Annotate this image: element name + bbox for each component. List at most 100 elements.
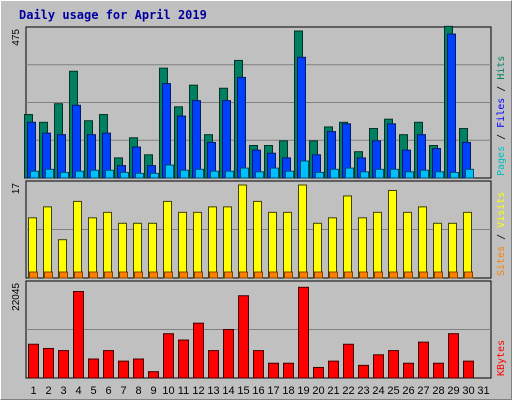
bar-files	[192, 100, 201, 179]
bar-files	[57, 134, 66, 179]
bar-visits	[253, 200, 262, 279]
bar-visits	[313, 222, 322, 279]
bar-pages	[345, 167, 354, 179]
x-tick-label: 23	[357, 385, 369, 397]
x-tick-label: 29	[447, 385, 459, 397]
x-tick-label: 4	[75, 385, 81, 397]
legend-kbytes: KBytes	[496, 340, 507, 376]
bar-visits	[103, 211, 112, 279]
bar-kbytes	[28, 343, 39, 379]
bar-pages	[30, 170, 39, 179]
legend-entry: /	[496, 128, 507, 146]
bar-kbytes	[388, 350, 399, 379]
bar-sites	[209, 271, 218, 279]
x-axis-labels: 1 2 3 4 5 6 7 8 9 10 11 12 13 14 15 16 17 18 19 20 21 22 23 24 2…	[30, 385, 489, 397]
bar-pages	[90, 169, 99, 179]
bar-visits	[73, 200, 82, 279]
bar-kbytes	[58, 350, 69, 379]
bar-pages	[165, 164, 174, 179]
bar-sites	[179, 271, 188, 279]
bar-visits	[133, 222, 142, 279]
bar-visits	[43, 206, 52, 279]
x-tick-label: 30	[462, 385, 474, 397]
y-max-label: 22045	[11, 283, 22, 311]
bar-kbytes	[448, 333, 459, 379]
bar-visits	[328, 217, 337, 279]
x-tick-label: 22	[342, 385, 354, 397]
bar-pages	[465, 168, 474, 179]
bar-kbytes	[73, 291, 84, 379]
bar-sites	[104, 271, 113, 279]
bar-sites	[89, 271, 98, 279]
x-tick-label: 11	[178, 385, 189, 397]
bar-kbytes	[208, 350, 219, 379]
bar-pages	[240, 167, 249, 179]
bar-sites	[254, 271, 263, 279]
bar-visits	[418, 206, 427, 279]
bar-kbytes	[313, 366, 324, 379]
bar-files	[222, 100, 231, 179]
x-tick-label: 12	[192, 385, 204, 397]
panel-pages-files-hits: 475 Pages / Files / Hits	[11, 25, 507, 179]
bar-sites	[29, 271, 38, 279]
x-tick-label: 10	[162, 385, 174, 397]
bar-visits	[148, 222, 157, 279]
bar-pages	[150, 172, 159, 179]
x-tick-label: 17	[267, 385, 279, 397]
bar-kbytes	[328, 360, 339, 379]
bar-kbytes	[403, 362, 414, 379]
bar-sites	[374, 271, 383, 279]
x-tick-label: 28	[432, 385, 444, 397]
bar-kbytes	[253, 350, 264, 379]
bar-visits	[163, 200, 172, 279]
x-tick-label: 16	[252, 385, 264, 397]
bar-visits	[403, 211, 412, 279]
bar-kbytes	[268, 362, 279, 379]
x-tick-label: 15	[237, 385, 249, 397]
y-max-label: 475	[11, 29, 22, 46]
bar-pages	[210, 170, 219, 179]
bar-sites	[434, 271, 443, 279]
bar-sites	[44, 271, 53, 279]
x-tick-label: 18	[282, 385, 294, 397]
bar-sites	[419, 271, 428, 279]
bar-visits	[28, 217, 37, 279]
bar-visits	[448, 222, 457, 279]
bar-files	[72, 104, 81, 179]
bar-sites	[74, 271, 83, 279]
bar-sites	[404, 271, 413, 279]
bar-pages	[120, 171, 129, 179]
bar-visits	[388, 189, 397, 279]
bar-files	[27, 121, 36, 179]
bar-sites	[224, 271, 233, 279]
x-tick-label: 1	[30, 385, 36, 397]
bar-kbytes	[373, 354, 384, 379]
bar-visits	[88, 217, 97, 279]
bar-pages	[75, 170, 84, 179]
bar-files	[162, 83, 171, 179]
x-tick-label: 27	[417, 385, 429, 397]
x-tick-label: 9	[150, 385, 156, 397]
bar-sites	[464, 271, 473, 279]
bar-pages	[435, 171, 444, 179]
bar-visits	[433, 222, 442, 279]
x-tick-label: 26	[402, 385, 414, 397]
bar-pages	[405, 171, 414, 179]
bar-kbytes	[193, 322, 204, 379]
chart-title: Daily usage for April 2019	[19, 8, 207, 22]
bar-kbytes	[223, 328, 234, 379]
panel-kbytes: 22045 KBytes	[11, 280, 507, 379]
bar-visits	[223, 206, 232, 279]
x-tick-label: 7	[120, 385, 126, 397]
bar-visits	[373, 211, 382, 279]
bar-sites	[119, 271, 128, 279]
bar-visits	[238, 184, 247, 279]
x-tick-label: 21	[327, 385, 339, 397]
x-tick-label: 25	[387, 385, 399, 397]
x-tick-label: 8	[135, 385, 141, 397]
bar-kbytes	[343, 343, 354, 379]
bar-sites	[59, 271, 68, 279]
